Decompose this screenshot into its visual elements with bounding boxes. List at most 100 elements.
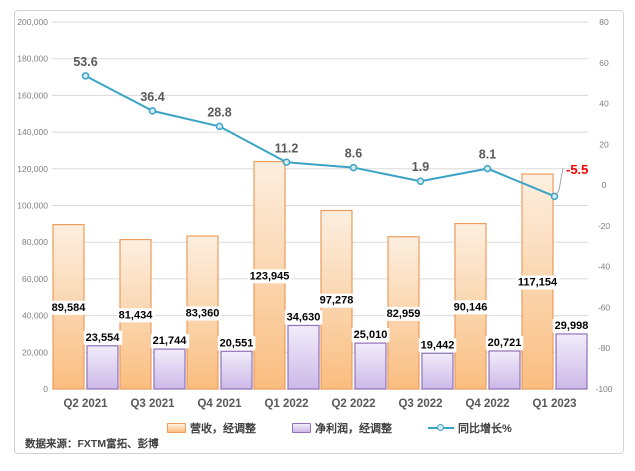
y-axis-right-label: -60 xyxy=(598,302,611,312)
bar-profit xyxy=(354,342,387,390)
legend-label-revenue: 营收，经调整 xyxy=(190,423,256,435)
bar-profit xyxy=(287,324,320,390)
bar-label-revenue: 117,154 xyxy=(518,277,558,289)
bar-label-profit: 25,010 xyxy=(354,329,388,341)
x-axis-label: Q1 2023 xyxy=(532,398,576,410)
growth-label: 28.8 xyxy=(207,105,231,119)
legend-label-profit: 净利润，经调整 xyxy=(315,423,392,435)
y-axis-left-label: 80,000 xyxy=(22,237,48,247)
bar-label-profit: 23,554 xyxy=(86,332,121,344)
bar-label-profit-bg xyxy=(552,318,591,333)
bar-profit xyxy=(555,333,588,390)
bar-label-revenue: 97,278 xyxy=(320,295,354,307)
bar-label-revenue: 81,434 xyxy=(119,309,154,321)
y-axis-right-label: 80 xyxy=(599,17,609,27)
x-axis-label: Q3 2021 xyxy=(130,398,175,410)
y-axis-left-label: 200,000 xyxy=(17,17,48,27)
bar-label-revenue-bg xyxy=(116,308,156,323)
growth-label: 8.1 xyxy=(479,148,496,162)
bar-label-revenue-bg xyxy=(515,275,560,290)
y-axis-left-label: 180,000 xyxy=(17,54,48,64)
revenue-swatch-icon xyxy=(167,423,186,433)
bar-label-revenue-bg xyxy=(317,293,356,308)
growth-line xyxy=(85,74,555,198)
y-axis-right-label: 20 xyxy=(599,139,609,149)
x-axis-label: Q4 2022 xyxy=(465,398,509,410)
bar-label-profit-bg xyxy=(150,334,190,349)
bar-label-revenue-bg xyxy=(451,300,490,315)
y-axis-right-label: 0 xyxy=(602,180,607,190)
profit-swatch-icon xyxy=(292,423,311,433)
callout-line xyxy=(555,167,564,196)
bar-label-profit-bg xyxy=(351,328,390,343)
growth-marker xyxy=(81,72,90,80)
y-axis-left-label: 100,000 xyxy=(17,201,48,211)
growth-label: 36.4 xyxy=(140,90,164,104)
y-axis-right-label: -100 xyxy=(595,384,612,394)
bar-label-profit-bg xyxy=(485,335,524,350)
growth-label: 1.9 xyxy=(412,160,429,174)
legend-item-revenue: 营收，经调整 xyxy=(167,420,256,436)
y-axis-right-label: -20 xyxy=(598,221,611,231)
y-axis-left-label: 60,000 xyxy=(22,274,48,284)
bar-profit xyxy=(421,352,454,390)
bar-label-revenue: 89,584 xyxy=(52,302,87,314)
y-axis-left-label: 0 xyxy=(43,384,48,394)
bar-label-profit-bg xyxy=(418,338,457,353)
y-axis-right-label: 60 xyxy=(599,58,609,68)
bar-label-profit-bg xyxy=(83,330,123,345)
legend-item-profit: 净利润，经调整 xyxy=(292,420,392,436)
legend-label-growth: 同比增长% xyxy=(458,423,512,435)
bar-profit xyxy=(488,350,521,390)
x-axis-label: Q2 2021 xyxy=(63,398,108,410)
growth-marker xyxy=(282,158,291,167)
y-axis-right-label: 40 xyxy=(599,99,609,109)
bar-label-revenue: 90,146 xyxy=(454,301,488,313)
growth-label-last: -5.5 xyxy=(566,162,588,177)
source-note: 数据来源：FXTM富拓、彭博 xyxy=(25,438,159,450)
bar-label-revenue: 82,959 xyxy=(387,308,421,320)
bar-label-profit-bg xyxy=(217,336,256,351)
x-axis-label: Q2 2022 xyxy=(331,398,375,410)
bar-label-revenue-bg xyxy=(49,300,89,315)
bar-label-profit-bg xyxy=(284,310,323,325)
bar-label-profit: 19,442 xyxy=(421,339,455,351)
growth-marker-icon xyxy=(437,424,444,431)
growth-line-icon xyxy=(428,424,454,431)
bar-label-profit: 21,744 xyxy=(153,335,188,347)
bar-profit xyxy=(220,350,253,390)
bar-label-revenue-bg xyxy=(384,306,423,321)
bar-label-profit: 20,551 xyxy=(220,337,254,349)
bar-label-profit: 20,721 xyxy=(488,337,522,349)
x-axis-label: Q1 2022 xyxy=(264,398,308,410)
growth-marker xyxy=(215,122,224,131)
growth-marker xyxy=(349,163,358,172)
y-axis-right-label: -40 xyxy=(598,262,611,272)
growth-label: 53.6 xyxy=(73,55,97,69)
y-axis-left-label: 40,000 xyxy=(22,311,48,321)
growth-marker xyxy=(416,177,425,185)
growth-marker xyxy=(483,164,492,173)
bar-label-profit: 34,630 xyxy=(287,311,321,323)
x-axis-label: Q3 2022 xyxy=(398,398,442,410)
bar-profit xyxy=(86,345,119,390)
y-axis-left-label: 120,000 xyxy=(17,164,48,174)
y-axis-right-label: -80 xyxy=(598,343,611,353)
growth-label: 11.2 xyxy=(275,141,299,155)
bar-label-profit: 29,998 xyxy=(555,320,589,332)
bar-label-revenue-bg xyxy=(247,269,292,284)
bar-label-revenue-bg xyxy=(183,306,222,321)
bar-profit xyxy=(153,348,186,390)
growth-marker xyxy=(148,107,157,115)
y-axis-left-label: 20,000 xyxy=(22,347,48,357)
bar-label-revenue: 83,360 xyxy=(186,308,220,320)
x-axis-label: Q4 2021 xyxy=(197,398,242,410)
chart-legend: 营收，经调整 净利润，经调整 同比增长% xyxy=(167,420,512,436)
y-axis-left-label: 140,000 xyxy=(17,127,48,137)
y-axis-left-label: 160,000 xyxy=(17,90,48,100)
legend-item-growth: 同比增长% xyxy=(428,420,512,436)
growth-label: 8.6 xyxy=(345,147,362,161)
bar-label-revenue: 123,945 xyxy=(250,270,290,282)
